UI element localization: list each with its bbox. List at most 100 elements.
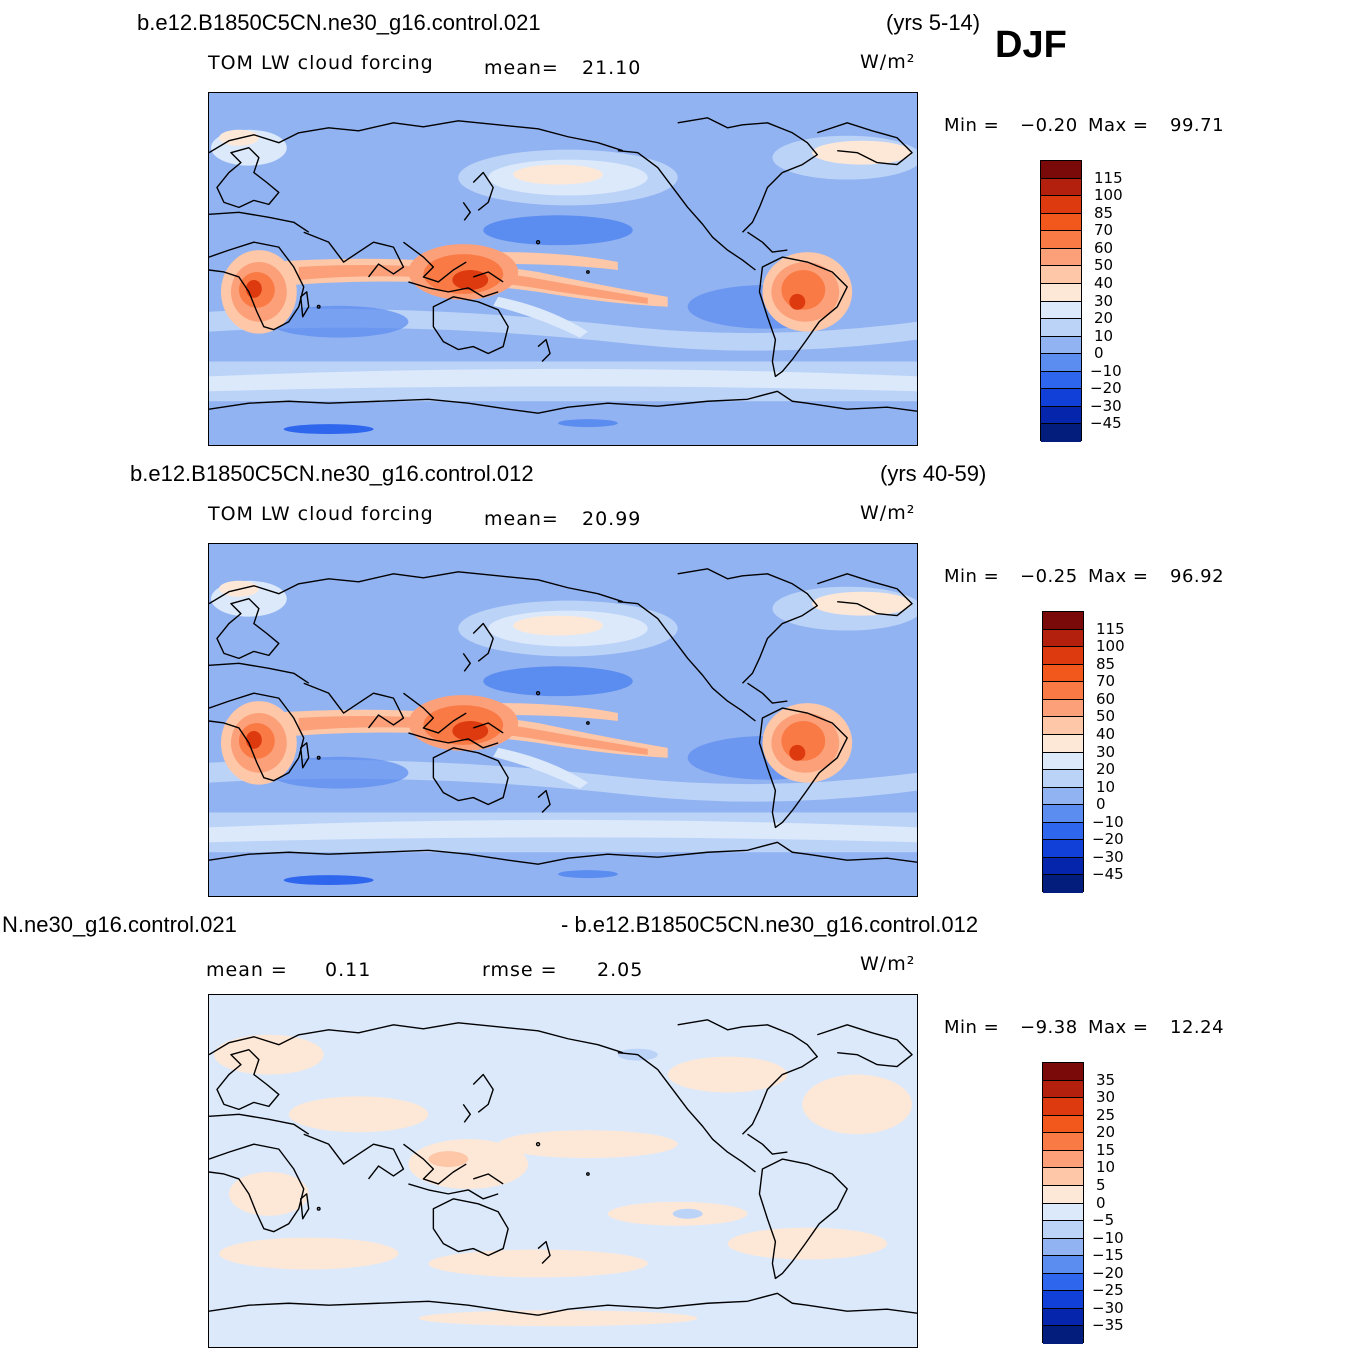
colorbar-swatch [1043, 612, 1083, 630]
panel3-max-label: Max = [1088, 1017, 1149, 1038]
panel3-rmse-value: 2.05 [597, 959, 644, 981]
colorbar-swatch [1041, 213, 1081, 232]
colorbar-tick-label: 50 [1094, 256, 1114, 275]
colorbar-swatch [1043, 734, 1083, 753]
colorbar-tick-label: −20 [1092, 1263, 1124, 1282]
colorbar-swatch [1041, 406, 1081, 425]
panel1-mean-label: mean= [484, 57, 559, 79]
panel2-map-svg [209, 544, 917, 896]
colorbar-swatch [1043, 647, 1083, 665]
panel1-mean-value: 21.10 [582, 57, 642, 79]
colorbar-tick-label: 60 [1096, 689, 1116, 708]
colorbar-tick-label: 85 [1096, 654, 1116, 673]
colorbar-swatch [1043, 699, 1083, 718]
colorbar-swatch [1043, 1185, 1083, 1204]
colorbar-swatch [1043, 840, 1083, 858]
colorbar-swatch [1041, 196, 1081, 214]
colorbar-tick-label: −30 [1092, 847, 1124, 866]
panel3-case-left: N.ne30_g16.control.021 [2, 912, 237, 937]
colorbar-swatch [1043, 1273, 1083, 1292]
colorbar-tick-label: 10 [1096, 777, 1116, 796]
panel1-case-title: b.e12.B1850C5CN.ne30_g16.control.021 [137, 10, 541, 35]
colorbar-swatch [1043, 1291, 1083, 1309]
colorbar-tick-label: 30 [1096, 1088, 1116, 1107]
colorbar-swatch [1043, 682, 1083, 700]
colorbar-swatch [1043, 787, 1083, 806]
colorbar-tick-label: 115 [1096, 619, 1125, 638]
colorbar-swatch [1041, 178, 1081, 197]
panel1-units: W/m² [860, 51, 916, 73]
colorbar-swatch [1043, 1063, 1083, 1081]
colorbar-tick-label: −10 [1090, 361, 1122, 380]
colorbar-swatch [1043, 875, 1083, 893]
panel1-map [208, 92, 918, 446]
colorbar-tick-label: −15 [1092, 1246, 1124, 1265]
colorbar-swatch [1043, 1168, 1083, 1186]
colorbar-swatch [1041, 424, 1081, 442]
colorbar-tick-label: 70 [1096, 672, 1116, 691]
season-label: DJF [995, 24, 1067, 66]
colorbar-swatch [1043, 1203, 1083, 1222]
panel1-colorbar [1040, 160, 1082, 442]
colorbar-swatch [1041, 336, 1081, 355]
colorbar-swatch [1043, 1133, 1083, 1151]
panel3-max-value: 12.24 [1170, 1017, 1225, 1038]
panel3-units: W/m² [860, 953, 916, 975]
panel2-max-value: 96.92 [1170, 566, 1225, 587]
colorbar-swatch [1043, 717, 1083, 735]
colorbar-tick-label: −20 [1092, 830, 1124, 849]
colorbar-swatch [1043, 770, 1083, 788]
colorbar-tick-label: 50 [1096, 707, 1116, 726]
colorbar-swatch [1041, 319, 1081, 337]
colorbar-tick-label: 35 [1096, 1070, 1116, 1089]
panel2-min-value: −0.25 [1020, 566, 1078, 587]
colorbar-swatch [1041, 283, 1081, 302]
colorbar-tick-label: 60 [1094, 238, 1114, 257]
colorbar-tick-label: 70 [1094, 221, 1114, 240]
colorbar-swatch [1043, 752, 1083, 771]
colorbar-tick-label: 85 [1094, 203, 1114, 222]
colorbar-tick-label: 20 [1094, 309, 1114, 328]
panel3-case-right: - b.e12.B1850C5CN.ne30_g16.control.012 [561, 912, 979, 937]
colorbar-tick-label: −25 [1092, 1281, 1124, 1300]
colorbar-tick-label: −45 [1090, 414, 1122, 433]
colorbar-tick-label: −20 [1090, 379, 1122, 398]
colorbar-tick-label: 0 [1094, 344, 1104, 363]
panel1-years: (yrs 5-14) [886, 10, 981, 35]
panel1-max-value: 99.71 [1170, 115, 1225, 136]
panel3-rmse-label: rmse = [482, 959, 558, 981]
colorbar-swatch [1041, 161, 1081, 179]
colorbar-tick-label: 40 [1094, 273, 1114, 292]
colorbar-tick-label: 115 [1094, 168, 1123, 187]
colorbar-tick-label: 0 [1096, 795, 1106, 814]
colorbar-swatch [1043, 805, 1083, 823]
colorbar-tick-label: −10 [1092, 1228, 1124, 1247]
panel2-mean-label: mean= [484, 508, 559, 530]
panel1-map-svg [209, 93, 917, 445]
colorbar-swatch [1043, 857, 1083, 876]
panel1-min-label: Min = [944, 115, 1000, 136]
colorbar-tick-label: −5 [1092, 1211, 1115, 1230]
colorbar-swatch [1043, 664, 1083, 683]
colorbar-swatch [1043, 1115, 1083, 1134]
colorbar-swatch [1041, 371, 1081, 390]
colorbar-swatch [1043, 1098, 1083, 1116]
colorbar-tick-label: −30 [1092, 1298, 1124, 1317]
colorbar-swatch [1043, 1308, 1083, 1327]
colorbar-swatch [1041, 248, 1081, 267]
colorbar-swatch [1043, 1238, 1083, 1257]
panel1-variable: TOM LW cloud forcing [208, 52, 434, 74]
colorbar-swatch [1043, 629, 1083, 648]
panel3-mean-value: 0.11 [325, 959, 372, 981]
colorbar-tick-label: 30 [1096, 742, 1116, 761]
colorbar-tick-label: 100 [1094, 186, 1123, 205]
panel2-years: (yrs 40-59) [880, 461, 987, 486]
colorbar-swatch [1043, 1150, 1083, 1169]
panel3-min-label: Min = [944, 1017, 1000, 1038]
colorbar-tick-label: −35 [1092, 1316, 1124, 1335]
colorbar-tick-label: 20 [1096, 760, 1116, 779]
panel1-min-value: −0.20 [1020, 115, 1078, 136]
panel3-colorbar [1042, 1062, 1084, 1344]
colorbar-swatch [1041, 301, 1081, 320]
panel2-map [208, 543, 918, 897]
